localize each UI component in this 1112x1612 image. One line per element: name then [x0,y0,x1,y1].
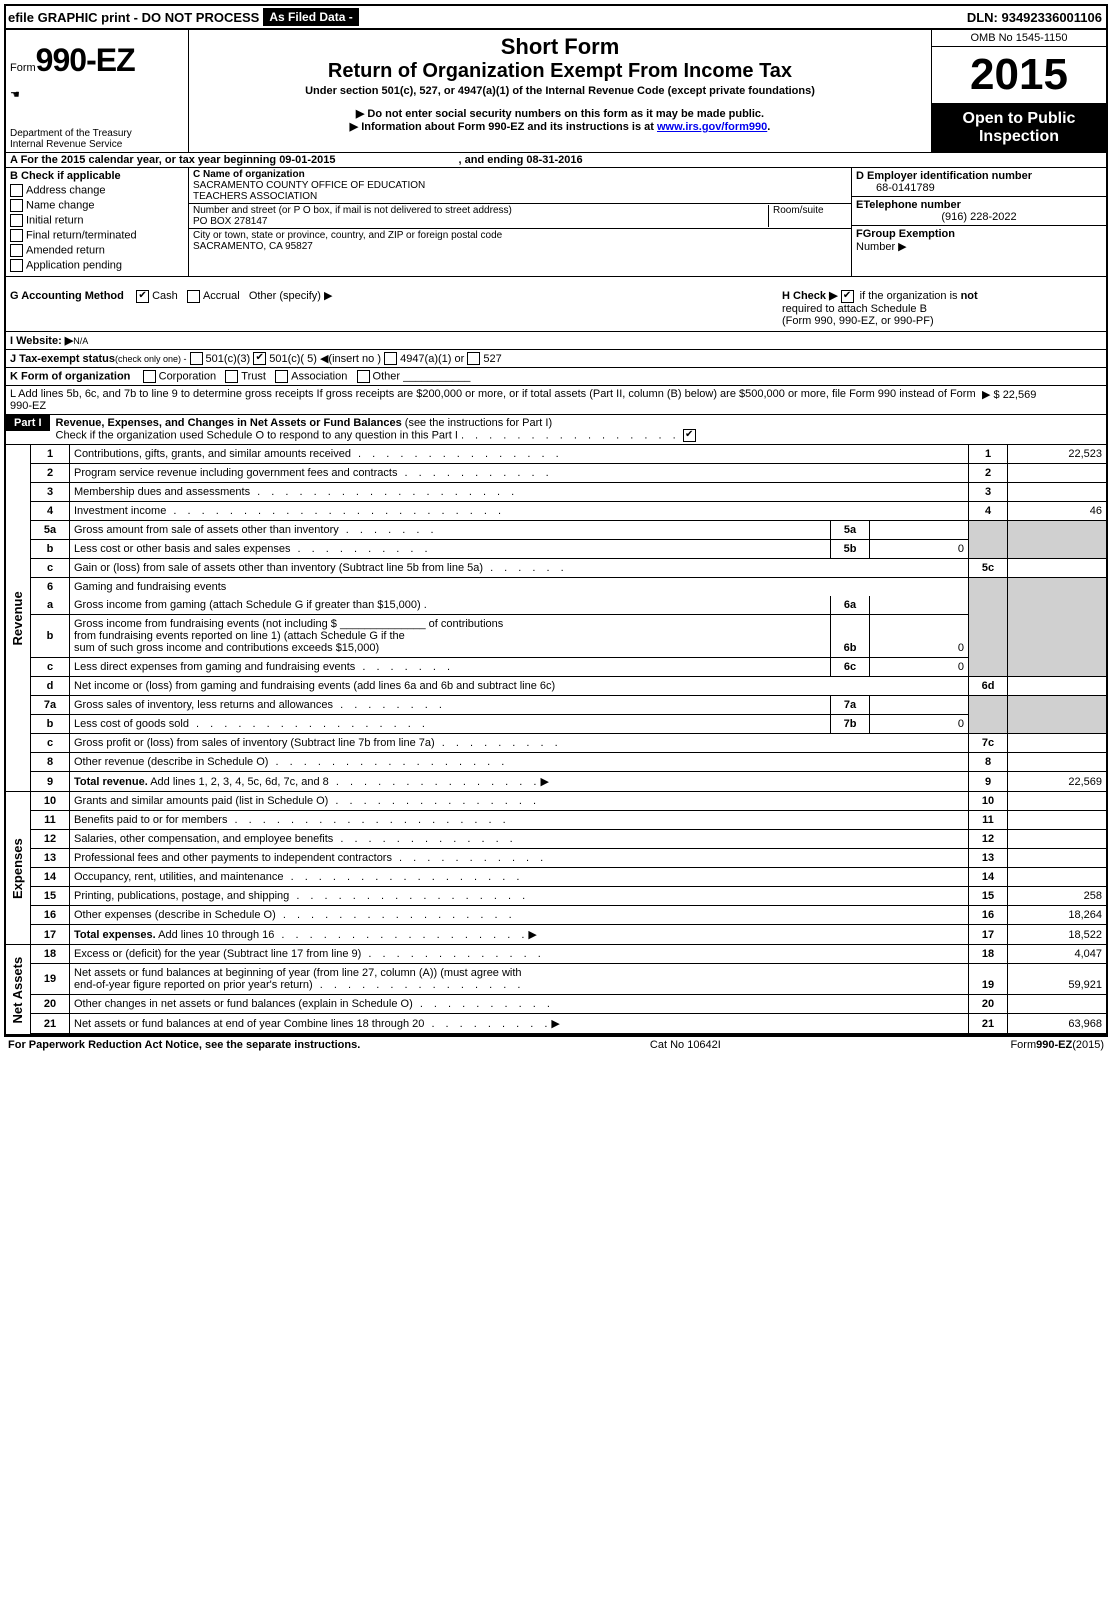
return-title: Return of Organization Exempt From Incom… [193,60,927,83]
line-3-value [1008,483,1108,502]
org-name-1: SACRAMENTO COUNTY OFFICE OF EDUCATION [193,180,425,191]
paperwork-notice: For Paperwork Reduction Act Notice, see … [8,1039,360,1051]
ein: 68-0141789 [876,182,935,194]
line-4-value: 46 [1008,502,1108,521]
as-filed-label: As Filed Data - [263,8,358,26]
cat-no: Cat No 10642I [650,1039,721,1051]
short-form-title: Short Form [193,34,927,60]
irs-link[interactable]: www.irs.gov/form990 [657,121,767,133]
line-6b-value: 0 [870,615,969,658]
checkbox-other-org[interactable] [357,370,370,383]
section-l: L Add lines 5b, 6c, and 7b to line 9 to … [4,386,1108,415]
checkbox-501c3[interactable] [190,352,203,365]
checkbox-trust[interactable] [225,370,238,383]
omb-number: OMB No 1545-1150 [932,30,1106,47]
telephone: (916) 228-2022 [856,211,1102,223]
line-6c-value: 0 [870,658,969,677]
note-ssn: ▶ Do not enter social security numbers o… [193,107,927,120]
line-14-value [1008,868,1108,887]
org-name-2: TEACHERS ASSOCIATION [193,191,317,202]
line-1-value: 22,523 [1008,445,1108,464]
checkbox-association[interactable] [275,370,288,383]
dept-treasury: Department of the Treasury [10,128,184,139]
section-i: I Website: ▶N/A [4,332,1108,350]
gross-receipts: ▶ $ 22,569 [982,388,1102,412]
checkbox-cash[interactable]: ✔ [136,290,149,303]
line-17-value: 18,522 [1008,925,1108,945]
checkbox-accrual[interactable] [187,290,200,303]
org-address: PO BOX 278147 [193,216,268,227]
expenses-side-label: Expenses [5,792,31,945]
section-a: A For the 2015 calendar year, or tax yea… [4,153,1108,168]
checkbox-final-return[interactable] [10,229,23,242]
open-to-public: Open to Public Inspection [932,104,1106,152]
checkbox-h[interactable]: ✔ [841,290,854,303]
line-16-value: 18,264 [1008,906,1108,925]
net-assets-side-label: Net Assets [5,945,31,1035]
info-grid: B Check if applicable Address change Nam… [4,168,1108,277]
line-5c-value [1008,559,1108,578]
section-c: C Name of organization SACRAMENTO COUNTY… [189,168,852,276]
section-g-h: G Accounting Method ✔Cash Accrual Other … [4,277,1108,332]
subtitle: Under section 501(c), 527, or 4947(a)(1)… [193,85,927,97]
b-label: B Check if applicable [10,170,184,182]
form-ref: Form990-EZ(2015) [1010,1039,1104,1051]
section-b: B Check if applicable Address change Nam… [6,168,189,276]
dept-irs: Internal Revenue Service [10,139,184,150]
checkbox-amended-return[interactable] [10,244,23,257]
tax-year: 2015 [932,47,1106,104]
checkbox-name-change[interactable] [10,199,23,212]
note-info: ▶ Information about Form 990-EZ and its … [350,121,657,133]
section-j: J Tax-exempt status(check only one) - 50… [4,350,1108,369]
org-city: SACRAMENTO, CA 95827 [193,241,313,252]
form-number: 990-EZ [36,42,135,79]
dln-label: DLN: 93492336001106 [967,10,1106,25]
line-12-value [1008,830,1108,849]
section-d-e-f: D Employer identification number 68-0141… [852,168,1106,276]
checkbox-address-change[interactable] [10,184,23,197]
form-header: Form 990-EZ ☚ Department of the Treasury… [4,30,1108,153]
line-21-value: 63,968 [1008,1014,1108,1035]
line-8-value [1008,753,1108,772]
line-7c-value [1008,734,1108,753]
checkbox-527[interactable] [467,352,480,365]
line-18-value: 4,047 [1008,945,1108,964]
checkbox-application-pending[interactable] [10,259,23,272]
line-6d-value [1008,677,1108,696]
line-19-value: 59,921 [1008,964,1108,995]
checkbox-501c[interactable]: ✔ [253,352,266,365]
section-k: K Form of organization Corporation Trust… [4,368,1108,386]
revenue-side-label: Revenue [5,445,31,792]
pointing-icon: ☚ [10,88,184,101]
line-20-value [1008,995,1108,1014]
line-13-value [1008,849,1108,868]
checkbox-corporation[interactable] [143,370,156,383]
line-15-value: 258 [1008,887,1108,906]
checkbox-initial-return[interactable] [10,214,23,227]
part-i-header: Part I Revenue, Expenses, and Changes in… [4,415,1108,445]
line-11-value [1008,811,1108,830]
part-i-table: Revenue 1 Contributions, gifts, grants, … [4,445,1108,1035]
form-word: Form [10,62,36,74]
line-9-value: 22,569 [1008,772,1108,792]
checkbox-4947[interactable] [384,352,397,365]
line-2-value [1008,464,1108,483]
line-5b-value: 0 [870,540,969,559]
efile-label: efile GRAPHIC print - DO NOT PROCESS [8,10,259,25]
checkbox-schedule-o[interactable]: ✔ [683,429,696,442]
page-footer: For Paperwork Reduction Act Notice, see … [4,1035,1108,1053]
top-bar: efile GRAPHIC print - DO NOT PROCESS As … [4,4,1108,30]
line-10-value [1008,792,1108,811]
line-7b-value: 0 [870,715,969,734]
